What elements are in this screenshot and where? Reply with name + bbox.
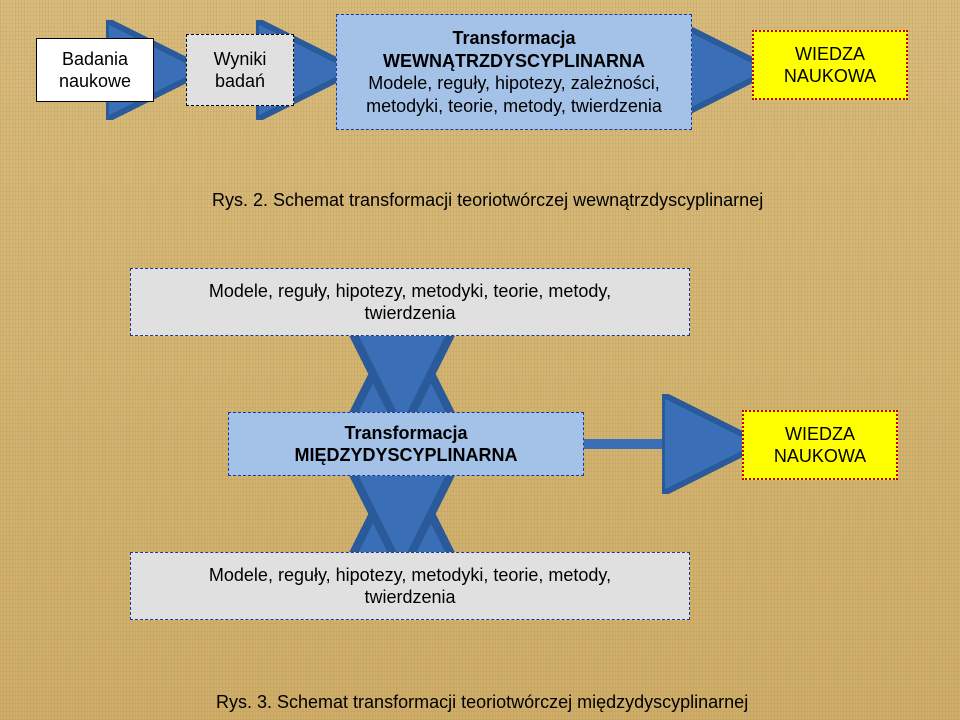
box-trans1-line-0: Transformacja xyxy=(452,27,575,50)
box-wiedza1: WIEDZANAUKOWA xyxy=(752,30,908,100)
box-trans2-line-1: MIĘDZYDYSCYPLINARNA xyxy=(294,444,517,467)
box-trans1-line-1: WEWNĄTRZDYSCYPLINARNA xyxy=(383,50,645,73)
box-wiedza1-line-1: NAUKOWA xyxy=(784,65,876,88)
box-badania: Badanianaukowe xyxy=(36,38,154,102)
box-modele2: Modele, reguły, hipotezy, metodyki, teor… xyxy=(130,552,690,620)
box-wiedza2: WIEDZANAUKOWA xyxy=(742,410,898,480)
box-modele2-line-0: Modele, reguły, hipotezy, metodyki, teor… xyxy=(209,564,611,587)
box-modele1: Modele, reguły, hipotezy, metodyki, teor… xyxy=(130,268,690,336)
box-wiedza1-line-0: WIEDZA xyxy=(795,43,865,66)
box-modele1-line-1: twierdzenia xyxy=(364,302,455,325)
box-wiedza2-line-0: WIEDZA xyxy=(785,423,855,446)
box-trans2: TransformacjaMIĘDZYDYSCYPLINARNA xyxy=(228,412,584,476)
box-wyniki: Wynikibadań xyxy=(186,34,294,106)
box-trans1: TransformacjaWEWNĄTRZDYSCYPLINARNAModele… xyxy=(336,14,692,130)
box-trans1-line-3: metodyki, teorie, metody, twierdzenia xyxy=(366,95,662,118)
box-wiedza2-line-1: NAUKOWA xyxy=(774,445,866,468)
box-wyniki-line-0: Wyniki xyxy=(214,48,267,71)
box-wyniki-line-1: badań xyxy=(215,70,265,93)
caption-rys2: Rys. 2. Schemat transformacji teoriotwór… xyxy=(212,190,763,211)
caption-rys3: Rys. 3. Schemat transformacji teoriotwór… xyxy=(216,692,748,713)
box-trans1-line-2: Modele, reguły, hipotezy, zależności, xyxy=(368,72,659,95)
box-modele1-line-0: Modele, reguły, hipotezy, metodyki, teor… xyxy=(209,280,611,303)
box-modele2-line-1: twierdzenia xyxy=(364,586,455,609)
box-trans2-line-0: Transformacja xyxy=(344,422,467,445)
box-badania-line-0: Badania xyxy=(62,48,128,71)
box-badania-line-1: naukowe xyxy=(59,70,131,93)
